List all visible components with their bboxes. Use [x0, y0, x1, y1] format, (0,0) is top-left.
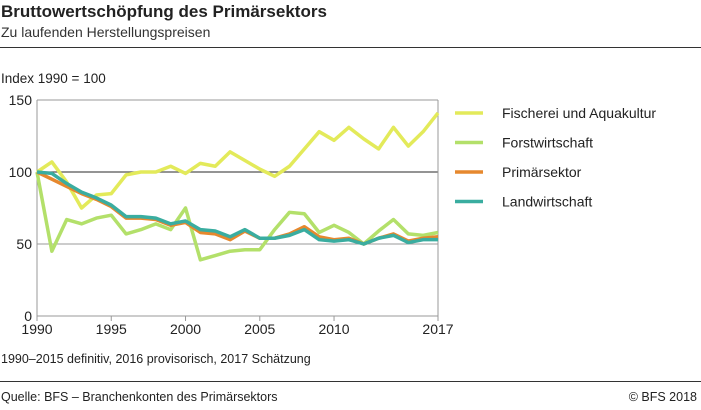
y-tick-label: 0 — [24, 308, 32, 324]
series-line-1 — [35, 171, 439, 262]
x-tick-label: 2000 — [170, 321, 201, 337]
line-chart: 0 50 100 150 1990 1995 2000 2005 2010 2017 Fischer… — [9, 92, 657, 337]
copyright: © BFS 2018 — [628, 390, 697, 404]
legend-label: Fischerei und Aquakultur — [502, 105, 656, 121]
legend-label: Primärsektor — [502, 164, 582, 180]
x-tick-label: 2010 — [318, 321, 349, 337]
x-tick-label: 2005 — [244, 321, 275, 337]
chart-title: Bruttowertschöpfung des Primärsektors — [1, 2, 327, 21]
legend-label: Landwirtschaft — [502, 194, 592, 210]
source: Quelle: BFS – Branchenkonten des Primärs… — [1, 390, 278, 404]
y-tick-label: 50 — [16, 236, 32, 252]
footnote: 1990–2015 definitiv, 2016 provisorisch, … — [1, 352, 311, 366]
legend-label: Forstwirtschaft — [502, 135, 593, 151]
x-tick-label: 1990 — [21, 321, 52, 337]
chart-subtitle: Zu laufenden Herstellungspreisen — [1, 24, 211, 40]
x-tick-label: 1995 — [96, 321, 127, 337]
series-line-3 — [36, 170, 438, 246]
series-line-0 — [36, 111, 440, 210]
x-tick-label: 2017 — [422, 321, 453, 337]
y-axis-label: Index 1990 = 100 — [1, 71, 106, 86]
divider — [0, 47, 701, 48]
divider — [0, 381, 701, 382]
y-tick-label: 100 — [9, 164, 33, 180]
y-tick-label: 150 — [9, 92, 33, 108]
